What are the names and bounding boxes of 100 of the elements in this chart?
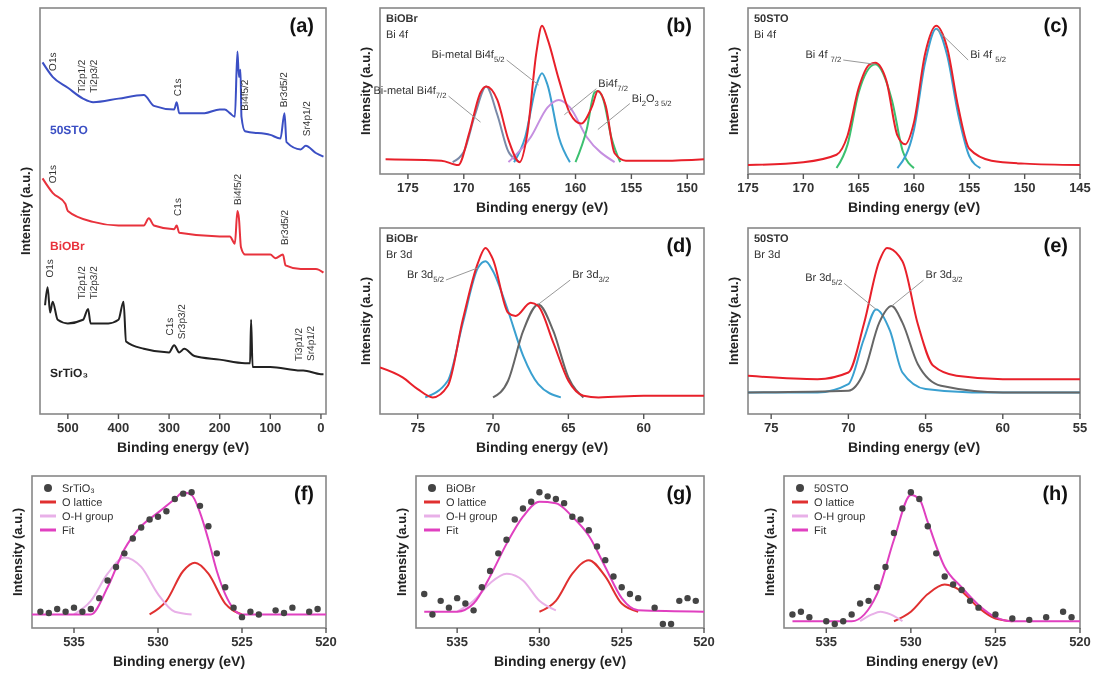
point bbox=[569, 513, 576, 520]
point bbox=[831, 620, 838, 628]
point bbox=[306, 608, 313, 615]
point bbox=[104, 577, 111, 584]
chart-title: (f) bbox=[294, 484, 314, 506]
point bbox=[188, 489, 195, 496]
point bbox=[222, 584, 229, 591]
point bbox=[924, 523, 931, 530]
point bbox=[70, 604, 78, 611]
point bbox=[536, 489, 543, 496]
point bbox=[602, 556, 609, 564]
point bbox=[247, 608, 254, 615]
point bbox=[1026, 616, 1033, 624]
point bbox=[789, 611, 796, 618]
point bbox=[205, 523, 212, 530]
point bbox=[280, 609, 288, 617]
chart-title: (h) bbox=[1042, 484, 1068, 506]
point bbox=[445, 604, 453, 611]
point bbox=[154, 513, 162, 520]
point bbox=[797, 608, 805, 615]
point bbox=[196, 502, 204, 510]
chart-title: (c) bbox=[1043, 16, 1068, 38]
point bbox=[593, 543, 601, 550]
point bbox=[684, 594, 691, 602]
point bbox=[138, 524, 145, 531]
point bbox=[848, 611, 855, 618]
point bbox=[429, 611, 436, 618]
point bbox=[1009, 615, 1016, 622]
point bbox=[79, 608, 86, 615]
point bbox=[890, 529, 898, 537]
point bbox=[470, 607, 477, 614]
point bbox=[634, 594, 642, 602]
point bbox=[495, 550, 502, 557]
point bbox=[528, 498, 535, 505]
point bbox=[667, 620, 675, 628]
point bbox=[37, 608, 44, 615]
point bbox=[146, 516, 153, 523]
point bbox=[453, 594, 461, 602]
chart-title: (g) bbox=[666, 484, 692, 506]
point bbox=[907, 489, 915, 496]
point bbox=[618, 584, 625, 591]
point bbox=[163, 508, 170, 515]
chart-title: (b) bbox=[666, 16, 692, 38]
point bbox=[511, 516, 518, 523]
point bbox=[676, 597, 683, 605]
point bbox=[1068, 613, 1075, 621]
point bbox=[1042, 613, 1050, 621]
point bbox=[626, 590, 634, 598]
point bbox=[121, 550, 128, 557]
point bbox=[1059, 608, 1067, 615]
point bbox=[933, 550, 940, 557]
point bbox=[238, 613, 246, 621]
point bbox=[213, 550, 220, 557]
point bbox=[230, 604, 237, 611]
point bbox=[129, 535, 136, 542]
point bbox=[486, 567, 494, 575]
point bbox=[45, 609, 52, 617]
point bbox=[272, 607, 279, 614]
point bbox=[421, 590, 428, 598]
point bbox=[659, 620, 667, 628]
point bbox=[289, 604, 296, 611]
point bbox=[882, 563, 889, 571]
point bbox=[462, 600, 469, 607]
point bbox=[437, 597, 444, 605]
point bbox=[865, 597, 872, 605]
point bbox=[916, 495, 923, 503]
point bbox=[823, 618, 830, 625]
point bbox=[478, 584, 486, 591]
point bbox=[949, 581, 957, 588]
point bbox=[519, 505, 527, 512]
point bbox=[314, 605, 321, 613]
point bbox=[966, 597, 974, 605]
point bbox=[87, 605, 94, 613]
point bbox=[941, 573, 948, 580]
point bbox=[692, 597, 699, 605]
point bbox=[610, 573, 617, 580]
point bbox=[560, 499, 568, 507]
point bbox=[899, 505, 906, 512]
point bbox=[255, 611, 262, 618]
point bbox=[585, 527, 592, 534]
point bbox=[112, 563, 120, 571]
point bbox=[975, 604, 982, 611]
point bbox=[180, 490, 187, 497]
chart-title: (a) bbox=[289, 16, 314, 38]
chart-title: (e) bbox=[1043, 236, 1068, 258]
point bbox=[544, 493, 551, 500]
point bbox=[840, 618, 847, 625]
point bbox=[577, 516, 584, 523]
point bbox=[856, 600, 864, 607]
point bbox=[54, 605, 61, 613]
point bbox=[503, 536, 510, 543]
point bbox=[96, 594, 103, 602]
chart-title: (d) bbox=[666, 236, 692, 258]
point bbox=[958, 586, 965, 594]
point bbox=[992, 611, 999, 618]
point bbox=[873, 584, 881, 591]
point bbox=[651, 604, 658, 611]
point bbox=[806, 613, 813, 621]
point bbox=[552, 495, 560, 503]
point bbox=[171, 495, 178, 503]
